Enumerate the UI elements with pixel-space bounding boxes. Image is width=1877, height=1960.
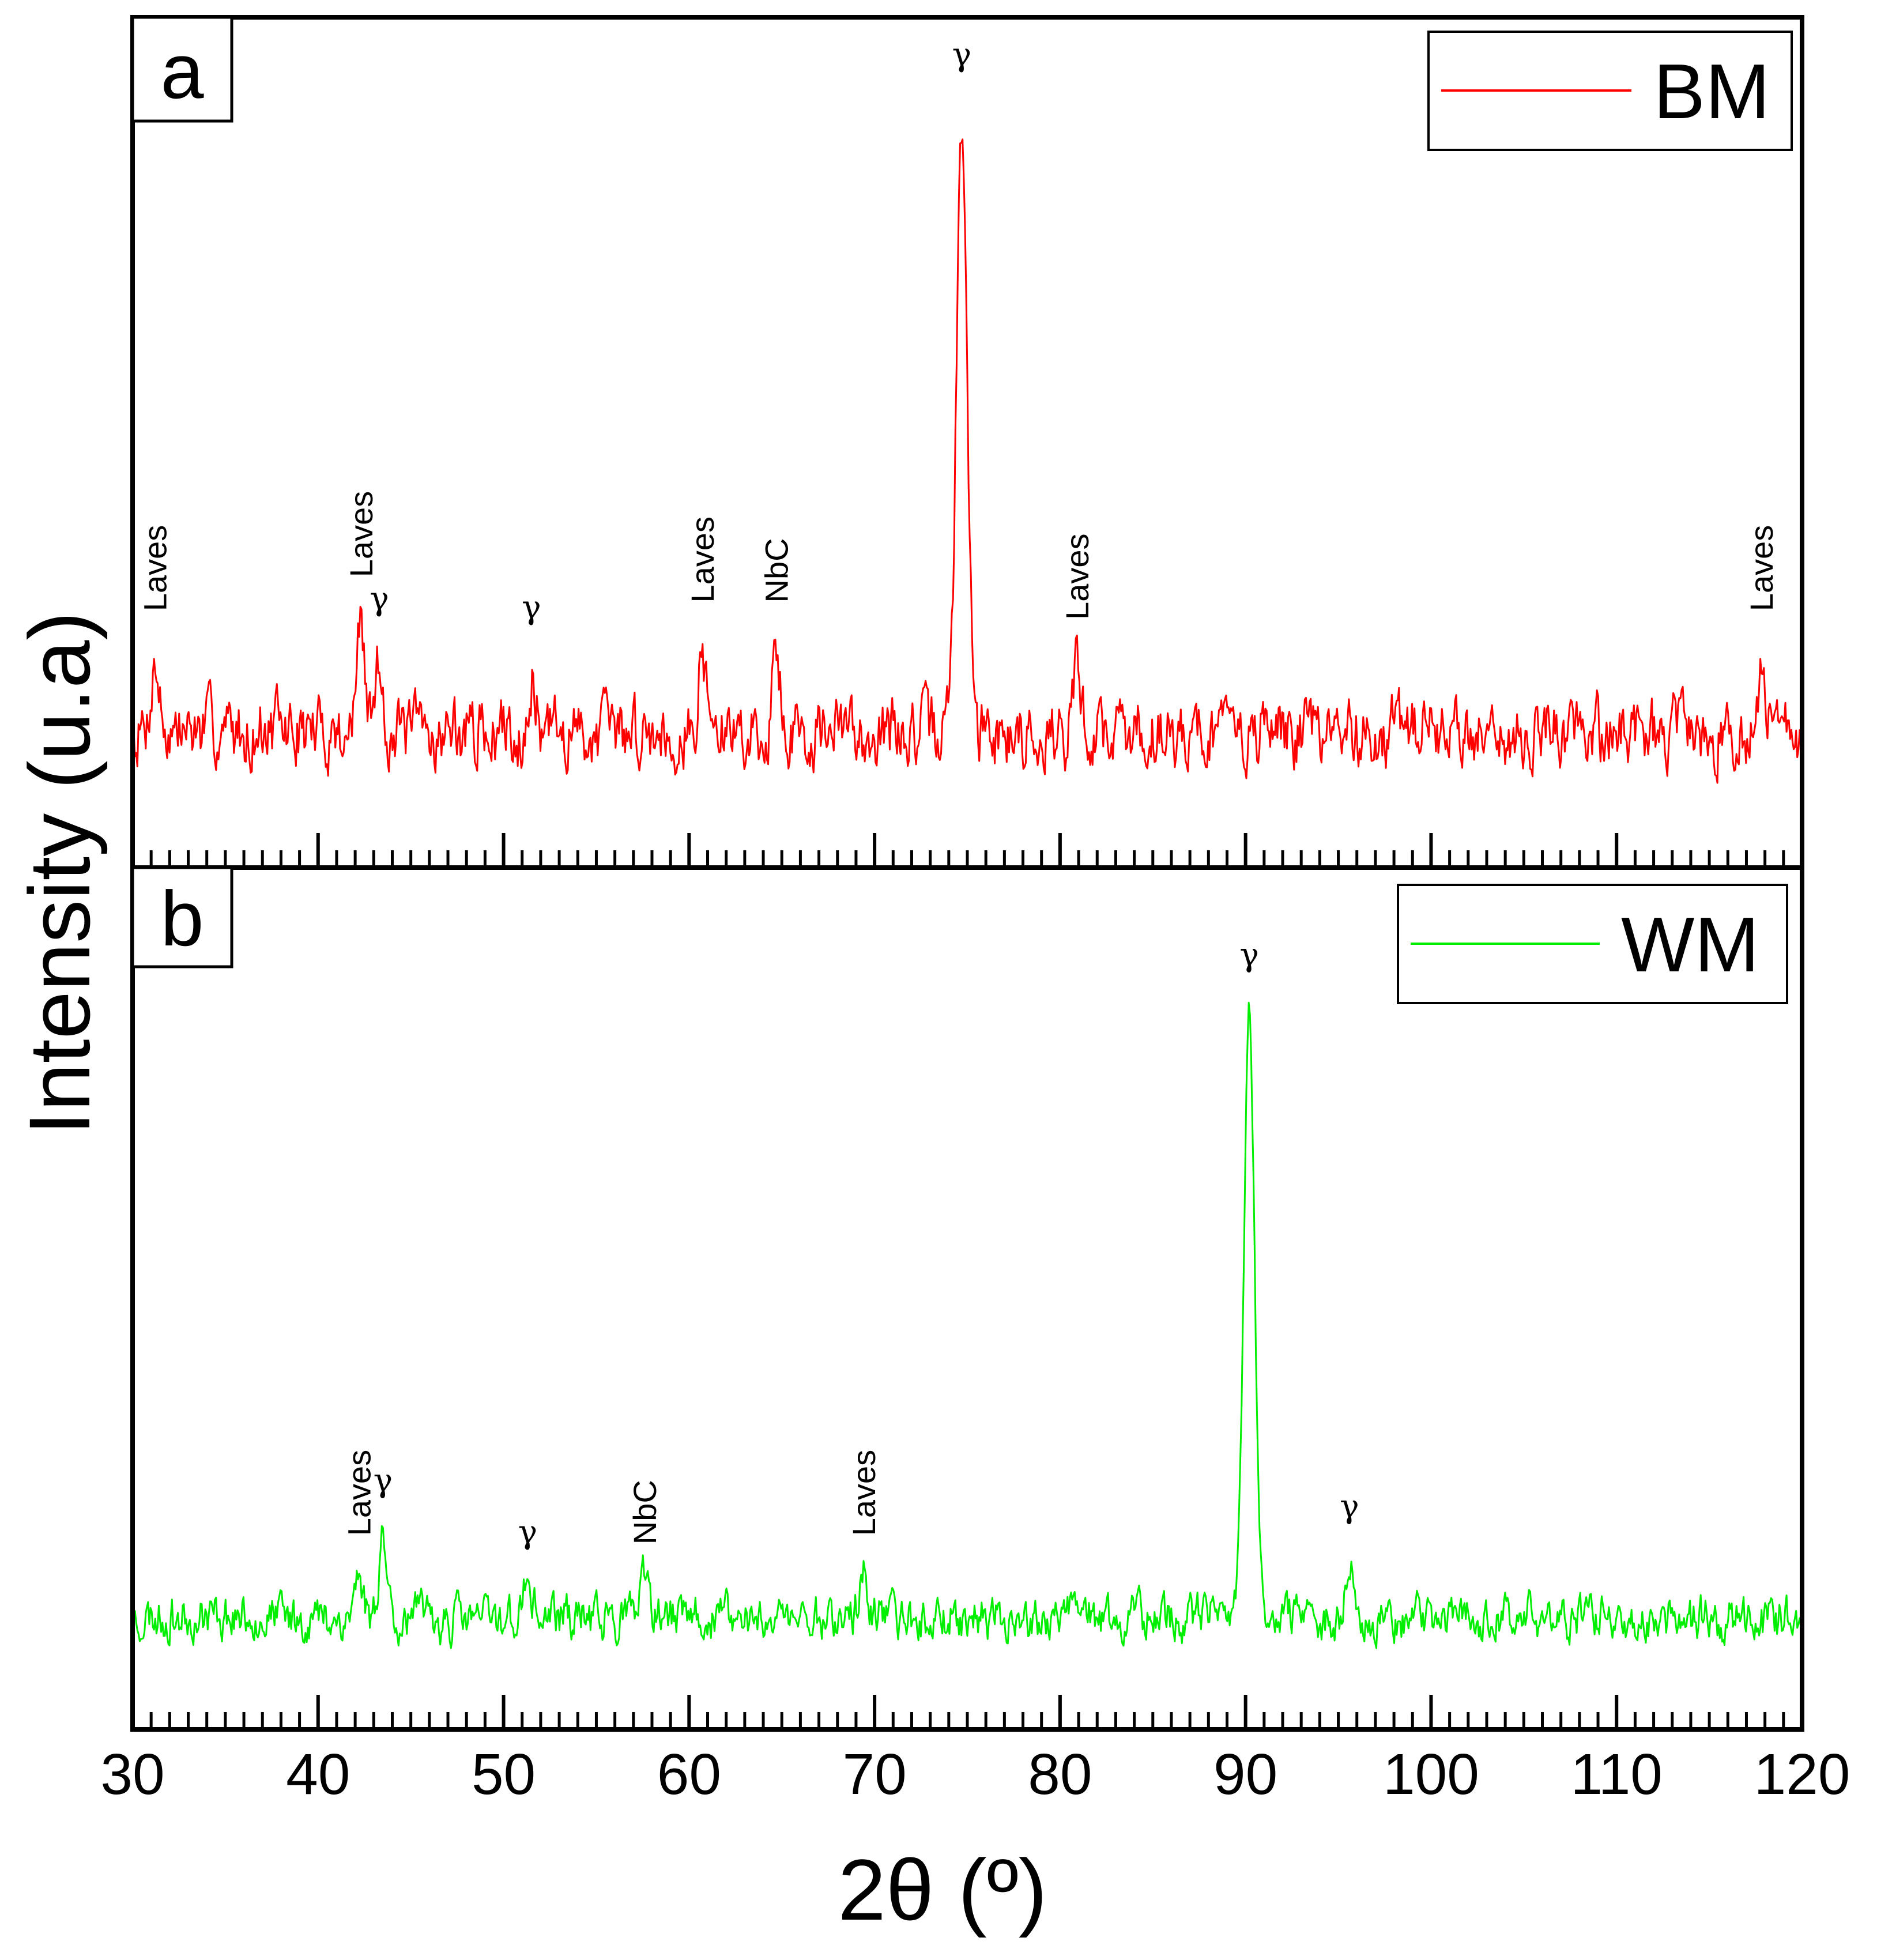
- panel-b-ticks: [131, 1695, 1804, 1729]
- panel-b-letter: b: [160, 875, 203, 962]
- x-tick-label: 30: [100, 1742, 164, 1807]
- bm-series-line: [131, 138, 1803, 784]
- peak-label: γ: [1239, 937, 1258, 974]
- peak-label: Laves: [343, 491, 379, 577]
- x-tick-label: 110: [1571, 1742, 1663, 1807]
- x-tick-label: 40: [286, 1742, 350, 1807]
- panel-a-ticks: [131, 833, 1804, 868]
- peak-label: Laves: [1059, 534, 1095, 620]
- bm-legend-label: BM: [1653, 48, 1770, 135]
- peak-label: Laves: [137, 525, 174, 611]
- panel-b-legend: WM: [1397, 884, 1788, 1004]
- panel-a-legend: BM: [1427, 31, 1793, 151]
- peak-label: γ: [522, 589, 541, 627]
- peak-label: γ: [370, 581, 389, 618]
- peak-label: NbC: [627, 1480, 663, 1544]
- x-tick-label: 80: [1028, 1742, 1092, 1807]
- wm-legend-label: WM: [1621, 901, 1759, 988]
- peak-label: γ: [374, 1463, 393, 1500]
- panel-b-letter-box: b: [131, 866, 233, 968]
- x-tick-label: 70: [842, 1742, 906, 1807]
- peak-label: γ: [952, 36, 971, 74]
- peak-label: Laves: [684, 517, 721, 602]
- wm-series-line: [131, 1001, 1803, 1649]
- peak-label: γ: [1340, 1488, 1359, 1525]
- x-tick-label: 90: [1213, 1742, 1277, 1807]
- panel-a-peak-labels: Laves Laves γ γ Laves NbC γ Laves Laves: [137, 36, 1780, 627]
- x-tick-label: 120: [1754, 1742, 1850, 1807]
- peak-label: Laves: [341, 1450, 378, 1536]
- peak-label: NbC: [759, 538, 795, 602]
- x-tick-label: 50: [472, 1742, 536, 1807]
- x-tick-label: 60: [657, 1742, 721, 1807]
- panel-a-letter-box: a: [131, 16, 233, 123]
- x-axis-title: 2θ (º): [838, 1841, 1047, 1938]
- peak-label: Laves: [1743, 525, 1780, 611]
- peak-label: Laves: [846, 1450, 882, 1536]
- x-tick-label: 100: [1383, 1742, 1479, 1807]
- panel-b-frame: [130, 865, 1804, 1732]
- x-axis-tick-labels: 30 40 50 60 70 80 90 100 110 120: [100, 1742, 1850, 1807]
- panel-a-letter: a: [160, 28, 204, 115]
- peak-label: γ: [518, 1514, 537, 1551]
- y-axis-title: Intensity (u.a): [11, 612, 108, 1136]
